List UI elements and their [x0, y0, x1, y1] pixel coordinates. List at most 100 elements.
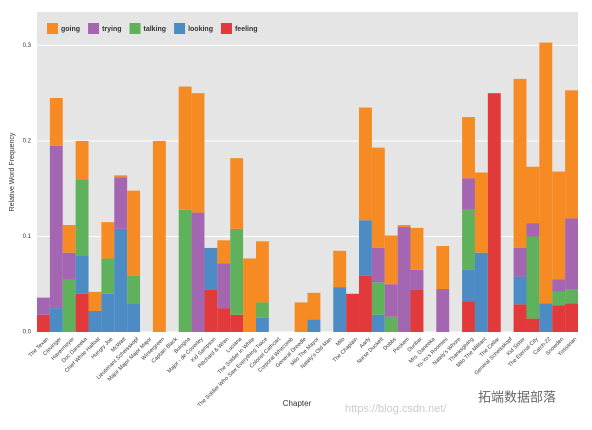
bar-segment — [127, 303, 141, 332]
bar-segment — [307, 319, 321, 332]
bar-segment — [178, 86, 192, 210]
bar-segment — [307, 292, 321, 320]
watermark: https://blog.csdn.net/ — [345, 403, 447, 415]
bar-segment — [552, 305, 566, 332]
x-axis-label: Chapter — [283, 399, 312, 408]
bar-segment — [49, 97, 63, 146]
bar-segment — [436, 289, 450, 332]
bar-segment — [526, 223, 540, 237]
bar-segment — [384, 235, 398, 285]
bar-segment — [75, 140, 89, 180]
bar-segment — [230, 158, 244, 229]
bar-segment — [371, 282, 385, 315]
bar-segment — [127, 275, 141, 304]
bar-segment — [230, 228, 244, 315]
bar-segment — [552, 279, 566, 292]
bar-segment — [552, 291, 566, 306]
bar-segment — [384, 284, 398, 317]
bar-segment — [333, 250, 347, 288]
bar-segment — [513, 247, 527, 277]
bar-segment — [462, 301, 475, 332]
bar-segment — [384, 316, 398, 332]
bar-segment — [62, 279, 76, 332]
legend-swatch — [174, 23, 186, 34]
bar-segment — [410, 269, 424, 290]
bar-segment — [178, 209, 192, 332]
bar-segment — [410, 227, 424, 270]
legend-label: talking — [144, 26, 167, 33]
bar-segment — [526, 236, 540, 319]
bar-segment — [243, 258, 256, 332]
bar-segment — [217, 240, 231, 264]
bar-segment — [462, 117, 475, 179]
bar-segment — [565, 90, 578, 219]
bar-segment — [49, 145, 63, 309]
bar-segment — [75, 255, 89, 294]
bar-segment — [88, 310, 102, 332]
bar-segment — [294, 302, 308, 332]
bar-segment — [513, 304, 527, 332]
bar-segment — [565, 289, 578, 304]
bar-segment — [397, 226, 411, 332]
watermark: 拓端数据部落 — [478, 389, 556, 404]
bar-segment — [526, 166, 540, 224]
bar-segment — [410, 289, 424, 332]
bar-segment — [487, 93, 501, 332]
bar-segment — [526, 318, 540, 332]
legend-label: trying — [102, 26, 121, 33]
bar-segment — [114, 177, 128, 229]
bar-segment — [152, 140, 166, 332]
y-tick-label: 0.3 — [23, 43, 32, 49]
bar-segment — [37, 297, 50, 315]
bar-segment — [191, 93, 205, 213]
bar-segment — [333, 287, 347, 332]
bar-segment — [552, 171, 566, 280]
bar-segment — [62, 252, 76, 280]
bar-segment — [62, 225, 76, 253]
bar-segment — [565, 218, 578, 290]
legend-label: feeling — [235, 26, 258, 33]
bar-segment — [371, 147, 385, 248]
bar-segment — [114, 175, 128, 178]
y-tick-label: 0.0 — [23, 330, 32, 336]
bar-segment — [436, 246, 450, 290]
bar-segment — [101, 258, 115, 294]
bar-segment — [359, 275, 372, 332]
bar-segment — [191, 212, 205, 332]
bar-segment — [75, 293, 89, 332]
bar-segment — [513, 276, 527, 305]
legend-label: looking — [188, 26, 213, 33]
bar-segment — [255, 317, 269, 332]
bar-segment — [217, 308, 231, 332]
legend-swatch — [129, 23, 141, 34]
bar-segment — [371, 314, 385, 332]
bar-segment — [346, 293, 360, 332]
bar-segment — [462, 269, 475, 302]
bar-segment — [88, 291, 102, 311]
bar-segment — [359, 107, 372, 221]
bar-segment — [513, 78, 527, 248]
bar-segment — [474, 172, 488, 253]
bar-segment — [101, 293, 115, 332]
bar-segment — [101, 222, 115, 259]
bar-segment — [539, 42, 553, 304]
bar-segment — [539, 303, 553, 332]
legend-swatch — [88, 23, 100, 34]
bar-segment — [462, 209, 475, 270]
bar-segment — [127, 190, 141, 276]
bar-segment — [565, 303, 578, 332]
bar-segment — [75, 179, 89, 256]
y-tick-label: 0.1 — [23, 234, 32, 240]
bar-segment — [114, 228, 128, 332]
y-tick-label: 0.2 — [23, 139, 32, 145]
x-tick-label: Milo — [335, 336, 346, 347]
bar-segment — [255, 302, 269, 318]
legend-swatch — [220, 23, 232, 34]
bar-segment — [255, 241, 269, 303]
bar-segment — [217, 263, 231, 309]
legend-label: going — [61, 26, 80, 33]
bar-segment — [371, 247, 385, 283]
y-axis-label: Relative Word Frequency — [9, 132, 16, 211]
bar-segment — [359, 220, 372, 276]
